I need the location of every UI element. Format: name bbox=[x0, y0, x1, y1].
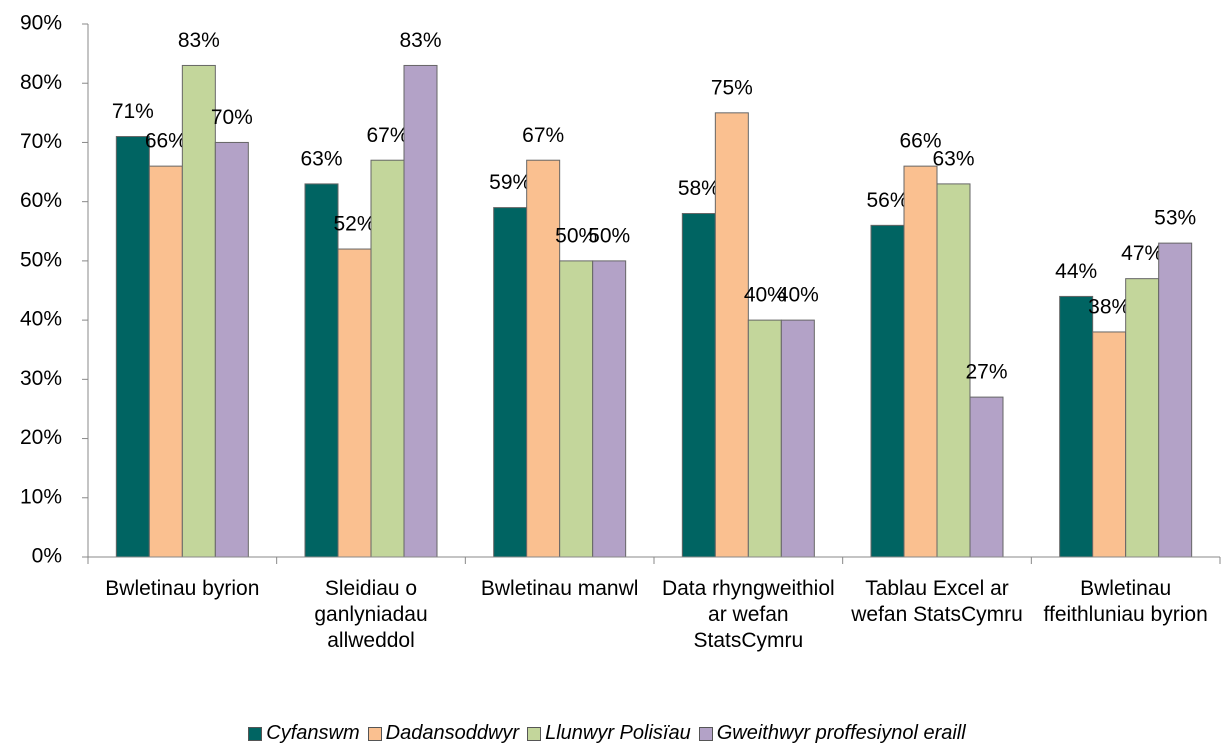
data-label: 47% bbox=[1121, 242, 1163, 265]
legend-item: Dadansoddwyr bbox=[367, 722, 520, 745]
data-label: 67% bbox=[522, 124, 564, 147]
bar bbox=[493, 207, 528, 558]
data-label: 52% bbox=[333, 213, 375, 236]
data-label: 63% bbox=[932, 147, 974, 170]
data-label: 50% bbox=[555, 224, 597, 247]
data-label: 83% bbox=[178, 29, 220, 52]
legend-label: Gweithwyr proffesiynol eraill bbox=[716, 722, 966, 744]
bar bbox=[403, 64, 438, 558]
bar bbox=[148, 165, 183, 558]
data-label: 63% bbox=[300, 147, 342, 170]
data-label: 67% bbox=[366, 124, 408, 147]
data-label: 38% bbox=[1088, 296, 1130, 319]
bar bbox=[559, 260, 594, 558]
y-tick-label: 90% bbox=[20, 12, 62, 35]
legend-swatch bbox=[248, 726, 263, 741]
bar bbox=[592, 260, 627, 558]
x-tick-label: Bwletinau manwl bbox=[480, 577, 639, 600]
bar bbox=[780, 319, 815, 558]
bar bbox=[1125, 278, 1160, 558]
legend-item: Gweithwyr proffesiynol eraill bbox=[698, 722, 966, 745]
bar bbox=[337, 248, 372, 558]
bar bbox=[681, 213, 716, 558]
data-label: 40% bbox=[777, 284, 819, 307]
bar bbox=[1059, 295, 1094, 558]
data-label: 66% bbox=[145, 130, 187, 153]
bar bbox=[1092, 331, 1127, 558]
x-tick-label: Bwletinau byrion bbox=[105, 577, 260, 600]
y-tick-label: 20% bbox=[20, 426, 62, 449]
bar bbox=[747, 319, 782, 558]
x-tick-label: Tablau Excel ar wefan StatsCymru bbox=[851, 577, 1023, 626]
x-tick-label: Sleidiau o ganlyniadau allweddol bbox=[314, 577, 428, 652]
y-tick-label: 80% bbox=[20, 71, 62, 94]
legend-item: Llunwyr Polisïau bbox=[527, 722, 691, 745]
legend-swatch bbox=[698, 726, 713, 741]
bar bbox=[903, 165, 938, 558]
bar bbox=[370, 159, 405, 558]
data-label: 59% bbox=[489, 171, 531, 194]
y-tick-label: 0% bbox=[32, 545, 62, 568]
data-label: 56% bbox=[866, 189, 908, 212]
legend-swatch bbox=[527, 726, 542, 741]
y-tick-label: 40% bbox=[20, 308, 62, 331]
bar bbox=[214, 141, 249, 558]
bar bbox=[870, 224, 905, 558]
legend-swatch bbox=[367, 726, 382, 741]
y-tick-label: 30% bbox=[20, 367, 62, 390]
data-label: 58% bbox=[678, 177, 720, 200]
bar bbox=[115, 136, 150, 558]
legend: Cyfanswm Dadansoddwyr Llunwyr Polisïau Gwei… bbox=[0, 722, 1222, 745]
bar bbox=[526, 159, 561, 558]
data-label: 50% bbox=[588, 224, 630, 247]
bar bbox=[181, 64, 216, 558]
data-label: 66% bbox=[899, 130, 941, 153]
y-tick-label: 70% bbox=[20, 130, 62, 153]
data-label: 71% bbox=[112, 100, 154, 123]
data-label: 44% bbox=[1055, 260, 1097, 283]
bar bbox=[936, 183, 971, 558]
bar bbox=[714, 112, 749, 558]
data-label: 70% bbox=[211, 106, 253, 129]
x-tick-label: Bwletinau ffeithluniau byrion bbox=[1043, 577, 1208, 626]
y-tick-label: 10% bbox=[20, 485, 62, 508]
data-label: 53% bbox=[1154, 207, 1196, 230]
data-label: 75% bbox=[711, 76, 753, 99]
legend-label: Llunwyr Polisïau bbox=[545, 722, 691, 744]
legend-label: Dadansoddwyr bbox=[385, 722, 520, 744]
data-label: 27% bbox=[965, 361, 1007, 384]
legend-item: Cyfanswm bbox=[248, 722, 360, 745]
data-label: 40% bbox=[744, 284, 786, 307]
bar bbox=[969, 396, 1004, 558]
y-tick-label: 50% bbox=[20, 248, 62, 271]
bar bbox=[304, 183, 339, 558]
y-tick-label: 60% bbox=[20, 189, 62, 212]
bar bbox=[1158, 242, 1193, 558]
x-tick-label: Data rhyngweithiol ar wefan StatsCymru bbox=[661, 577, 835, 652]
data-label: 83% bbox=[399, 29, 441, 52]
legend-label: Cyfanswm bbox=[266, 722, 360, 744]
